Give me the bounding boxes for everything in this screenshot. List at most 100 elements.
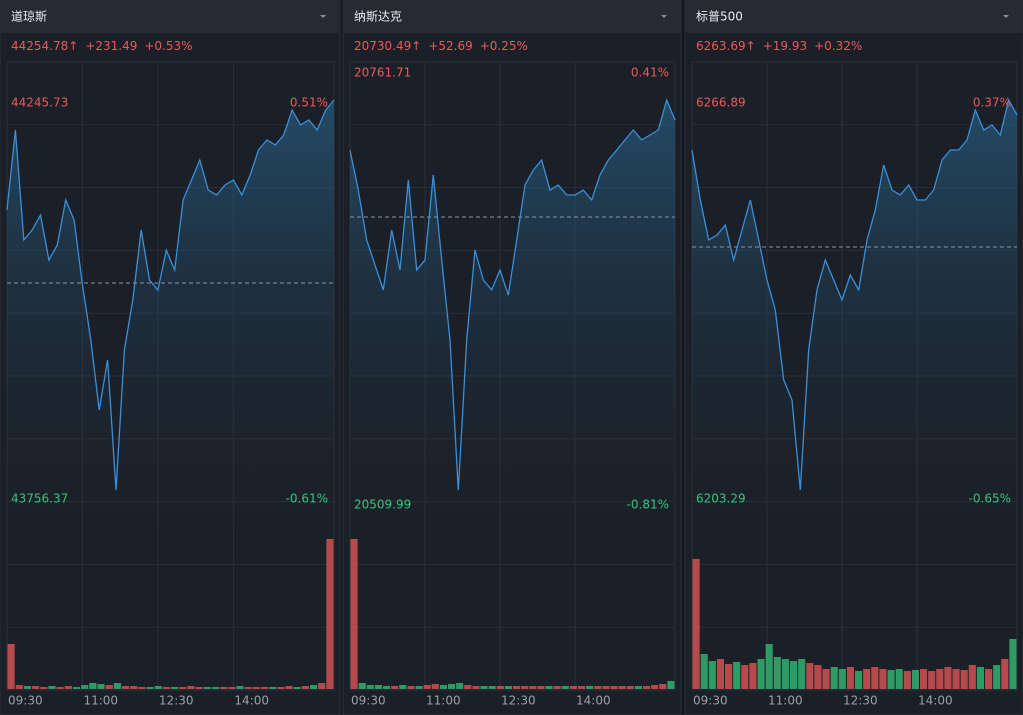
volume-bar xyxy=(773,657,781,689)
index-name: 纳斯达克 xyxy=(354,10,402,24)
y2-tick-label: -0.65% xyxy=(969,492,1011,506)
volume-bar xyxy=(960,670,968,689)
dropdown-arrow[interactable] xyxy=(1003,15,1009,18)
volume-bar xyxy=(374,685,382,689)
volume-bar xyxy=(130,686,138,689)
volume-bar xyxy=(32,686,40,689)
volume-bar xyxy=(97,684,105,689)
volume-bar xyxy=(81,685,89,689)
volume-bar xyxy=(366,685,374,689)
volume-bar xyxy=(244,687,252,689)
quote-part: +231.49 xyxy=(85,39,137,53)
volume-bar xyxy=(822,669,830,689)
volume-bar xyxy=(830,667,838,689)
volume-bar xyxy=(993,665,1001,689)
volume-bar xyxy=(594,686,602,689)
y2-tick-label: 0.37% xyxy=(973,96,1011,110)
volume-bar xyxy=(928,671,936,689)
volume-bar xyxy=(846,667,854,689)
volume-bar xyxy=(855,671,863,689)
volume-bar xyxy=(472,686,480,689)
volume-bar xyxy=(529,686,537,689)
volume-bar xyxy=(439,685,447,689)
volume-bar xyxy=(976,667,984,689)
volume-bar xyxy=(228,687,236,689)
x-tick-label: 11:00 xyxy=(768,694,803,708)
x-tick-label: 09:30 xyxy=(8,694,43,708)
volume-bar xyxy=(667,681,675,689)
volume-bar xyxy=(480,686,488,689)
volume-bar xyxy=(895,669,903,689)
y-tick-label: 6203.29 xyxy=(696,492,746,506)
volume-bar xyxy=(154,686,162,689)
volume-bar xyxy=(659,684,667,689)
volume-bar xyxy=(179,687,187,689)
dropdown-arrow[interactable] xyxy=(661,15,667,18)
x-tick-label: 12:30 xyxy=(159,694,194,708)
dropdown-arrow[interactable] xyxy=(320,15,326,18)
x-tick-label: 14:00 xyxy=(576,694,611,708)
quote: 6263.69↑ +19.93 +0.32% xyxy=(696,39,862,53)
volume-bar xyxy=(407,686,415,689)
volume-bar xyxy=(236,686,244,689)
volume-bar xyxy=(504,686,512,689)
price-area xyxy=(350,100,675,530)
volume-bar xyxy=(162,687,170,689)
volume-bar xyxy=(326,539,334,689)
panel: 纳斯达克 20730.49↑ +52.69 +0.25% 09:30 11:00 12:30… xyxy=(342,0,682,715)
volume-bar xyxy=(708,661,716,689)
volume-bar xyxy=(220,687,228,689)
x-tick-label: 14:00 xyxy=(234,694,269,708)
volume-bar xyxy=(40,687,48,689)
volume-bar xyxy=(1009,639,1017,689)
volume-bar xyxy=(733,662,741,689)
volume-bar xyxy=(985,669,993,689)
volume-bar xyxy=(56,687,64,689)
panel: 标普500 6263.69↑ +19.93 +0.32% 09:30 11:00 12:30… xyxy=(684,0,1023,715)
price-line xyxy=(6,99,335,491)
quote-part: 44254.78↑ xyxy=(11,39,78,53)
volume-bar xyxy=(64,686,72,689)
volume-bar xyxy=(578,686,586,689)
volume-bar xyxy=(448,684,456,689)
volume-bar xyxy=(561,686,569,689)
volume-bar xyxy=(391,686,399,689)
quote-part: +0.53% xyxy=(144,39,192,53)
x-tick-label: 14:00 xyxy=(918,694,953,708)
volume-bar xyxy=(285,686,293,689)
volume-bar xyxy=(871,667,879,689)
volume-bar xyxy=(692,559,700,689)
y-tick-label: 6266.89 xyxy=(696,96,746,110)
volume-bar xyxy=(968,665,976,689)
volume-bar xyxy=(602,686,610,689)
volume-bar xyxy=(651,685,659,689)
volume-bar xyxy=(537,686,545,689)
y2-tick-label: -0.81% xyxy=(627,498,669,512)
quote-part: +0.25% xyxy=(480,39,528,53)
x-tick-label: 12:30 xyxy=(843,694,878,708)
volume-bar xyxy=(521,686,529,689)
volume-bar xyxy=(464,685,472,689)
volume-bar xyxy=(790,661,798,689)
volume-bar xyxy=(252,687,260,689)
volume-bar xyxy=(749,663,757,689)
panel-header xyxy=(686,1,1022,33)
volume-bar xyxy=(944,667,952,689)
volume-bar xyxy=(383,686,391,689)
volume-bar xyxy=(23,686,32,689)
y-tick-label: 43756.37 xyxy=(11,492,68,506)
x-tick-label: 12:30 xyxy=(501,694,536,708)
y-tick-label: 20509.99 xyxy=(354,498,411,512)
volume-bar xyxy=(643,686,651,689)
volume-bar xyxy=(146,687,154,689)
x-tick-label: 09:30 xyxy=(351,694,386,708)
volume-bar xyxy=(415,686,423,689)
volume-bar xyxy=(456,683,464,689)
quote-part: 20730.49↑ xyxy=(354,39,421,53)
price-area xyxy=(7,100,334,530)
volume-bar xyxy=(569,686,577,689)
quote-part: +0.32% xyxy=(814,39,862,53)
volume-bar xyxy=(277,687,285,689)
index-name: 标普500 xyxy=(696,10,743,24)
